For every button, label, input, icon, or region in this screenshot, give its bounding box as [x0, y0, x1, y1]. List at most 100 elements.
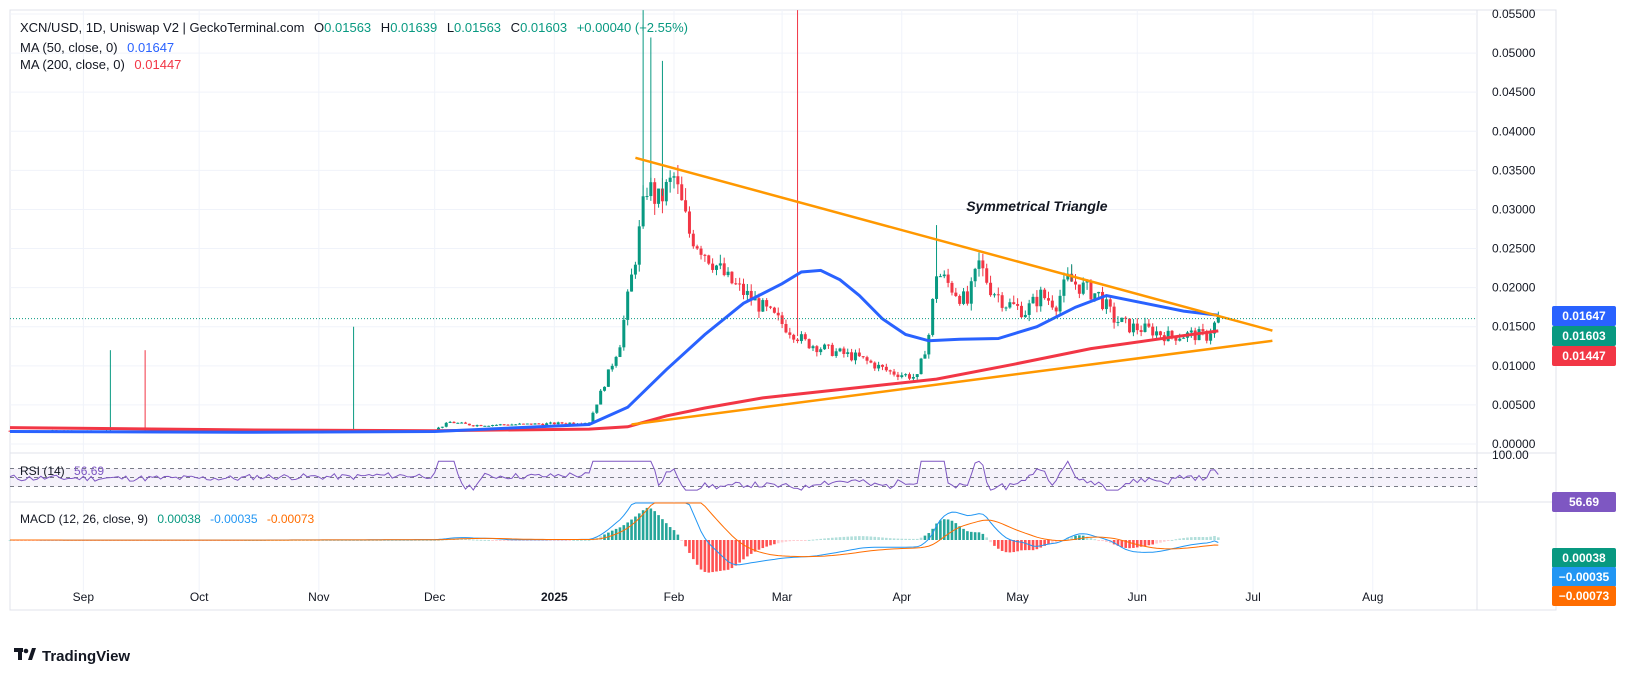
macd-hist-bar: [869, 536, 873, 540]
candle-body: [506, 424, 510, 426]
candle-body: [904, 374, 908, 376]
macd-hist-bar: [939, 520, 942, 540]
candle-body: [927, 334, 931, 355]
macd-hist-bar: [1174, 539, 1178, 541]
macd-hist-bar: [873, 536, 877, 540]
macd-hist-bar: [437, 539, 440, 541]
candle-body: [911, 377, 915, 379]
macd-hist-bar: [1093, 539, 1097, 541]
candle-body: [973, 268, 977, 282]
macd-hist-bar: [950, 520, 954, 540]
macd-hist-bar: [1193, 537, 1197, 540]
macd-hist-bar: [1105, 540, 1108, 543]
macd-hist-bar: [738, 540, 741, 563]
badge-macd-signal: −0.00073: [1552, 586, 1616, 606]
candle-body: [877, 364, 881, 369]
macd-hist-bar: [734, 540, 738, 566]
macd-hist-bar: [719, 540, 722, 571]
macd-hist-bar: [460, 538, 463, 540]
candle-body: [938, 276, 942, 278]
candle-body: [668, 177, 672, 182]
legend-rsi-row[interactable]: RSI (14) 56.69: [20, 464, 110, 478]
macd-hist-bar: [776, 540, 780, 544]
macd-hist-bar: [966, 531, 969, 540]
macd-hist-bar: [830, 537, 834, 540]
macd-hist-bar: [765, 540, 768, 547]
candle-body: [525, 423, 529, 425]
macd-hist-bar: [923, 535, 927, 540]
candle-body: [680, 184, 684, 201]
macd-hist-bar: [329, 539, 332, 541]
candle-body: [645, 196, 649, 198]
candle-body: [606, 369, 610, 387]
macd-hist-bar: [769, 540, 772, 546]
candle-body: [900, 375, 904, 378]
candle-body: [460, 422, 464, 424]
candle-body: [1066, 273, 1070, 280]
macd-hist-bar: [622, 525, 626, 540]
macd-hist-bar: [661, 519, 664, 540]
macd-hist-bar: [356, 539, 359, 541]
legend-ma50-row[interactable]: MA (50, close, 0) 0.01647: [20, 40, 180, 55]
candle-body: [977, 260, 981, 269]
candle-body: [1139, 330, 1143, 332]
candle-body: [1012, 302, 1016, 305]
macd-hist-bar: [348, 539, 352, 541]
macd-hist-bar: [653, 511, 657, 540]
candle-body: [541, 423, 545, 425]
tradingview-brand[interactable]: TradingView: [14, 648, 130, 665]
macd-hist-bar: [811, 539, 815, 541]
x-tick-label: Jul: [1245, 590, 1260, 604]
legend-low: 0.01563: [454, 20, 502, 35]
candle-body: [780, 315, 784, 325]
macd-hist-bar: [676, 534, 680, 540]
legend-macd-signal: -0.00073: [266, 512, 315, 526]
candle-body: [1143, 323, 1147, 332]
macd-hist-bar: [649, 508, 653, 540]
candle-body: [919, 358, 923, 375]
candle-body: [514, 424, 518, 426]
badge-rsi: 56.69: [1552, 492, 1616, 512]
macd-hist-bar: [695, 540, 699, 565]
macd-hist-bar: [1159, 540, 1162, 543]
candle-body: [545, 423, 549, 425]
candle-body: [483, 425, 487, 427]
candle-body: [1093, 293, 1097, 300]
candle-body: [599, 390, 603, 405]
macd-hist-bar: [514, 540, 518, 541]
macd-hist-bar: [1116, 540, 1120, 546]
candle-body: [796, 339, 800, 342]
macd-hist-bar: [657, 515, 660, 540]
macd-hist-bar: [746, 540, 749, 557]
macd-hist-bar: [969, 531, 973, 540]
macd-hist-bar: [908, 538, 911, 540]
candle-body: [633, 264, 637, 275]
candle-body: [691, 233, 695, 247]
macd-hist-bar: [722, 540, 726, 571]
badge-macd-hist: 0.00038: [1552, 548, 1616, 568]
macd-hist-bar: [1012, 540, 1016, 553]
legend-macd-row[interactable]: MACD (12, 26, close, 9) 0.00038 -0.00035…: [20, 512, 320, 526]
macd-hist-bar: [792, 540, 795, 541]
macd-hist-bar: [526, 540, 529, 541]
macd-hist-bar: [865, 536, 869, 540]
candle-body: [1108, 299, 1112, 307]
candle-body: [676, 176, 680, 185]
candle-body: [714, 265, 718, 270]
macd-hist-bar: [425, 539, 429, 541]
candle-body: [1085, 281, 1089, 283]
macd-hist-bar: [634, 516, 637, 540]
candle-body: [1031, 296, 1035, 304]
candle-body: [491, 425, 495, 427]
macd-hist-bar: [892, 538, 896, 540]
macd-hist-bar: [815, 539, 819, 541]
candle-body: [711, 263, 715, 270]
trendline-lower: [631, 339, 1273, 426]
legend-ma200-row[interactable]: MA (200, close, 0) 0.01447: [20, 57, 187, 72]
candle-body: [946, 274, 950, 283]
candle-body: [954, 292, 958, 296]
macd-hist-bar: [541, 540, 545, 541]
candle-body: [560, 422, 564, 424]
